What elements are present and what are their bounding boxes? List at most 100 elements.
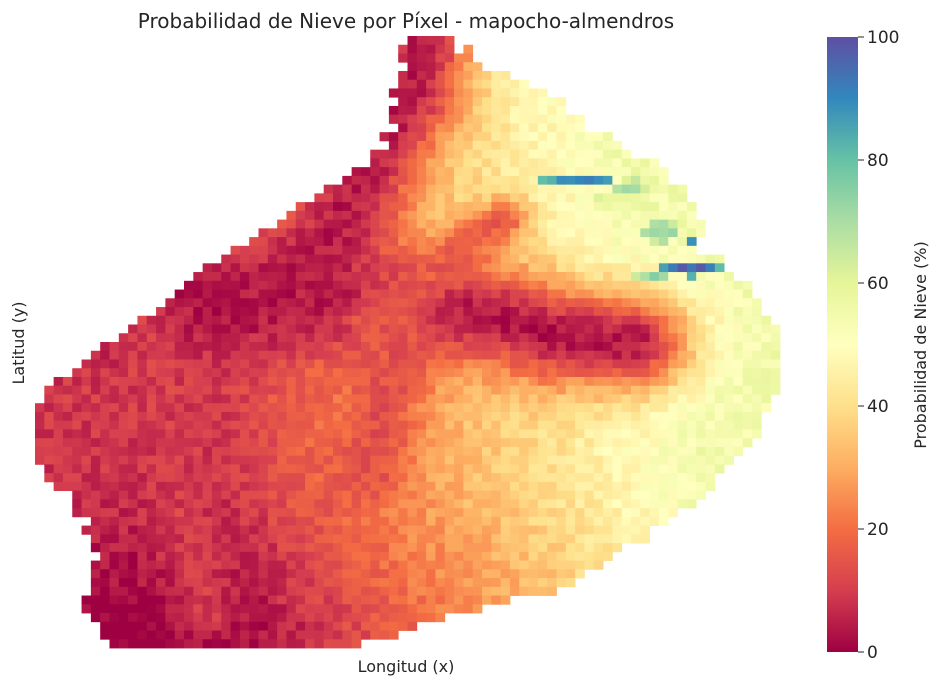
heatmap-cell: [137, 516, 148, 526]
heatmap-cell: [342, 263, 353, 273]
heatmap-cell: [752, 394, 762, 404]
heatmap-cell: [416, 158, 427, 168]
heatmap-cell: [407, 298, 418, 308]
heatmap-cell: [407, 254, 418, 264]
heatmap-cell: [286, 385, 297, 395]
heatmap-cell: [146, 333, 157, 343]
heatmap-cell: [249, 481, 259, 492]
heatmap-cell: [658, 490, 669, 500]
heatmap-cell: [677, 324, 688, 334]
heatmap-cell: [575, 464, 585, 474]
heatmap-cell: [584, 202, 595, 212]
heatmap-cell: [342, 350, 353, 360]
heatmap-cell: [621, 534, 632, 544]
heatmap-cell: [323, 490, 334, 500]
heatmap-cell: [482, 543, 492, 553]
heatmap-cell: [491, 167, 502, 177]
heatmap-cell: [128, 516, 138, 526]
heatmap-cell: [500, 359, 511, 369]
heatmap-cell: [407, 342, 418, 352]
heatmap-cell: [202, 446, 213, 457]
heatmap-cell: [426, 280, 436, 290]
heatmap-cell: [286, 411, 297, 422]
heatmap-cell: [118, 525, 129, 535]
heatmap-cell: [277, 578, 287, 588]
heatmap-cell: [733, 298, 744, 308]
heatmap-cell: [221, 464, 231, 474]
heatmap-cell: [184, 464, 194, 474]
heatmap-cell: [267, 403, 278, 413]
heatmap-cell: [491, 132, 502, 142]
heatmap-cell: [509, 376, 520, 387]
heatmap-cell: [528, 376, 539, 387]
heatmap-cell: [621, 403, 632, 413]
heatmap-cell: [118, 551, 129, 561]
heatmap-cell: [593, 324, 604, 334]
heatmap-cell: [174, 350, 185, 360]
heatmap-cell: [388, 350, 399, 360]
heatmap-cell: [584, 245, 595, 255]
heatmap-cell: [444, 62, 455, 72]
heatmap-cell: [491, 97, 502, 107]
heatmap-cell: [537, 219, 548, 229]
heatmap-cell: [528, 175, 539, 186]
heatmap-cell: [333, 333, 343, 343]
heatmap-cell: [519, 315, 529, 325]
heatmap-cell: [416, 36, 427, 46]
heatmap-cell: [584, 210, 595, 220]
heatmap-cell: [631, 342, 641, 352]
heatmap-cell: [435, 464, 446, 474]
heatmap-cell: [81, 595, 92, 605]
heatmap-cell: [416, 368, 427, 378]
heatmap-cell: [603, 132, 613, 142]
heatmap-cell: [295, 394, 306, 404]
heatmap-cell: [537, 586, 548, 596]
heatmap-cell: [435, 551, 446, 561]
heatmap-cell: [146, 543, 157, 553]
heatmap-cell: [202, 350, 213, 360]
heatmap-cell: [500, 420, 511, 430]
heatmap-cell: [360, 543, 371, 553]
heatmap-cell: [239, 543, 250, 553]
heatmap-cell: [444, 420, 455, 430]
heatmap-cell: [156, 315, 166, 325]
heatmap-cell: [575, 219, 585, 229]
heatmap-cell: [444, 245, 455, 255]
heatmap-cell: [724, 342, 734, 352]
heatmap-cell: [258, 315, 269, 325]
heatmap-cell: [649, 464, 660, 474]
heatmap-cell: [407, 394, 418, 404]
heatmap-cell: [547, 219, 557, 229]
heatmap-cell: [677, 254, 688, 264]
heatmap-cell: [454, 210, 464, 220]
heatmap-cell: [267, 254, 278, 264]
heatmap-cell: [444, 438, 455, 448]
heatmap-cell: [398, 534, 408, 544]
heatmap-cell: [621, 237, 632, 247]
heatmap-cell: [705, 394, 716, 404]
heatmap-cell: [398, 167, 408, 177]
heatmap-cell: [221, 446, 231, 457]
heatmap-cell: [482, 473, 492, 483]
heatmap-cell: [631, 473, 641, 483]
heatmap-cell: [686, 446, 697, 457]
heatmap-cell: [323, 508, 334, 518]
heatmap-cell: [416, 613, 427, 623]
heatmap-cell: [584, 315, 595, 325]
heatmap-cell: [211, 586, 222, 596]
heatmap-cell: [370, 394, 380, 404]
heatmap-cell: [668, 359, 678, 369]
heatmap-cell: [575, 368, 585, 378]
heatmap-cell: [556, 175, 567, 186]
heatmap-cell: [388, 359, 399, 369]
heatmap-cell: [528, 394, 539, 404]
heatmap-cell: [249, 473, 259, 483]
heatmap-cell: [668, 481, 678, 492]
heatmap-cell: [62, 429, 73, 439]
heatmap-cell: [575, 193, 585, 203]
heatmap-cell: [81, 473, 92, 483]
heatmap-cell: [724, 368, 734, 378]
heatmap-cell: [547, 184, 557, 194]
heatmap-cell: [444, 228, 455, 238]
heatmap-cell: [109, 525, 120, 535]
